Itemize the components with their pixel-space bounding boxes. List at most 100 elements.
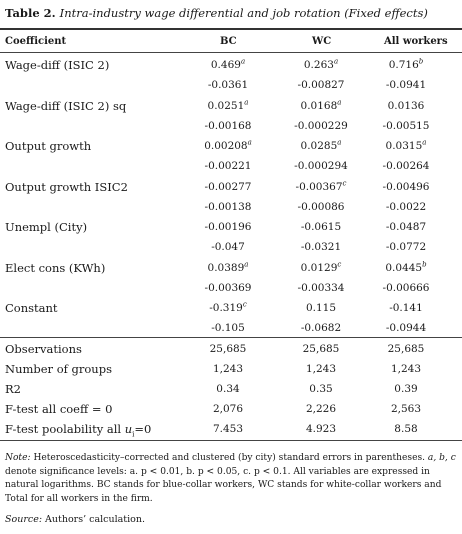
std-error-wc: -0.00086 bbox=[297, 201, 345, 213]
statistic-wc: 25,685 bbox=[302, 343, 340, 355]
estimate-bc: 0.0251a bbox=[188, 98, 268, 112]
estimate-value: 0.0251 bbox=[207, 100, 245, 112]
std-error-bc: -0.00168 bbox=[204, 120, 252, 132]
std-error-all: -0.00515 bbox=[382, 120, 430, 132]
coefficient-name: Output growth ISIC2 bbox=[5, 180, 128, 194]
std-error-all: -0.00264 bbox=[382, 160, 430, 172]
std-error-all: -0.0022 bbox=[385, 201, 427, 213]
significance-marker: a bbox=[422, 138, 427, 147]
note-sig-letters: a, b, c bbox=[427, 453, 456, 463]
source-label: Source: bbox=[5, 514, 43, 525]
estimate-wc: 0.0285a bbox=[281, 138, 361, 152]
coefficient-name: Elect cons (KWh) bbox=[5, 261, 106, 275]
statistic-name-prefix: F-test poolability all bbox=[5, 422, 125, 436]
std-error-bc: -0.047 bbox=[211, 241, 245, 253]
significance-marker: c bbox=[342, 179, 347, 188]
estimate-wc: 0.0129c bbox=[281, 260, 361, 274]
statistic-name-subscript: i bbox=[132, 430, 135, 439]
coefficient-name: Constant bbox=[5, 301, 58, 315]
estimate-value: 0.0129 bbox=[300, 262, 338, 274]
estimate-bc: 0.0389a bbox=[188, 260, 268, 274]
statistic-name: F-test poolability all ui=0 bbox=[5, 422, 151, 438]
estimate-bc: -0.319c bbox=[188, 301, 268, 314]
estimate-value: 0.00208 bbox=[204, 140, 248, 152]
coefficient-name: Wage-diff (ISIC 2) bbox=[5, 58, 110, 72]
coefficient-name: Unempl (City) bbox=[5, 220, 88, 234]
statistic-name: F-test all coeff = 0 bbox=[5, 402, 113, 416]
statistic-name: R2 bbox=[5, 382, 21, 396]
estimate-bc: -0.00196 bbox=[188, 221, 268, 233]
estimate-value: 0.0315 bbox=[385, 140, 423, 152]
statistic-bc: 7.453 bbox=[212, 423, 244, 435]
std-error-wc: -0.0321 bbox=[300, 241, 342, 253]
statistic-name: Number of groups bbox=[5, 362, 112, 376]
table-source: Source: Authors’ calculation. bbox=[5, 514, 145, 525]
estimate-all: -0.141 bbox=[366, 302, 446, 314]
statistic-bc: 0.34 bbox=[216, 383, 240, 395]
estimate-value: -0.00367 bbox=[295, 181, 343, 193]
estimate-all: 0.0136 bbox=[366, 100, 446, 112]
significance-marker: b bbox=[422, 260, 427, 269]
std-error-bc: -0.0361 bbox=[207, 79, 249, 91]
estimate-value: 0.0136 bbox=[387, 100, 425, 112]
header-wc: WC bbox=[312, 36, 332, 47]
estimate-value: 0.716 bbox=[388, 59, 419, 71]
estimate-value: -0.00277 bbox=[204, 181, 252, 193]
std-error-wc: -0.0682 bbox=[300, 322, 342, 334]
statistic-wc: 0.35 bbox=[309, 383, 333, 395]
stats-rule bbox=[0, 337, 462, 338]
header-all: All workers bbox=[384, 36, 448, 47]
table-title: Table 2. Intra-industry wage differentia… bbox=[5, 6, 428, 20]
estimate-all: -0.0487 bbox=[366, 221, 446, 233]
statistic-wc: 4.923 bbox=[305, 423, 337, 435]
statistic-all: 0.39 bbox=[394, 383, 418, 395]
estimate-value: -0.141 bbox=[389, 302, 423, 314]
statistic-bc: 2,076 bbox=[212, 403, 244, 415]
estimate-bc: -0.00277 bbox=[188, 181, 268, 193]
estimate-all: 0.0445b bbox=[366, 260, 446, 274]
estimate-value: -0.319 bbox=[209, 302, 243, 314]
estimate-all: 0.0315a bbox=[366, 138, 446, 152]
note-label: Note: bbox=[5, 453, 31, 463]
header-bc: BC bbox=[220, 36, 237, 47]
std-error-bc: -0.00138 bbox=[204, 201, 252, 213]
significance-marker: a bbox=[244, 260, 249, 269]
estimate-value: 0.263 bbox=[303, 59, 334, 71]
significance-marker: a bbox=[247, 138, 252, 147]
significance-marker: a bbox=[337, 138, 342, 147]
estimate-value: -0.00496 bbox=[382, 181, 430, 193]
statistic-name-suffix: =0 bbox=[134, 422, 152, 436]
std-error-wc: -0.00334 bbox=[297, 282, 345, 294]
statistic-bc: 25,685 bbox=[209, 343, 247, 355]
std-error-all: -0.00666 bbox=[382, 282, 430, 294]
estimate-wc: -0.00367c bbox=[281, 179, 361, 193]
std-error-wc: -0.000229 bbox=[294, 120, 348, 132]
top-rule bbox=[0, 28, 462, 30]
significance-marker: a bbox=[244, 98, 249, 107]
significance-marker: c bbox=[337, 260, 342, 269]
estimate-value: -0.0487 bbox=[385, 221, 427, 233]
table-caption: Intra-industry wage differential and job… bbox=[59, 6, 428, 20]
table-note: Note: Heteroscedasticity–corrected and c… bbox=[5, 452, 460, 506]
statistic-name: Observations bbox=[5, 342, 82, 356]
note-text: Heteroscedasticity–corrected and cluster… bbox=[30, 453, 428, 463]
std-error-wc: -0.000294 bbox=[294, 160, 348, 172]
estimate-value: 0.469 bbox=[210, 59, 241, 71]
estimate-value: 0.115 bbox=[305, 302, 337, 314]
estimate-bc: 0.00208a bbox=[188, 138, 268, 152]
statistic-wc: 1,243 bbox=[305, 363, 337, 375]
bottom-rule bbox=[0, 440, 462, 441]
estimate-value: 0.0168 bbox=[300, 100, 338, 112]
estimate-value: -0.00196 bbox=[204, 221, 252, 233]
note-text-2: denote significance levels: a. p < 0.01,… bbox=[5, 466, 442, 504]
estimate-value: 0.0389 bbox=[207, 262, 245, 274]
statistic-all: 2,563 bbox=[390, 403, 422, 415]
coefficient-name: Output growth bbox=[5, 139, 92, 153]
estimate-wc: 0.115 bbox=[281, 302, 361, 314]
significance-marker: a bbox=[333, 57, 339, 66]
std-error-bc: -0.00369 bbox=[204, 282, 252, 294]
source-text: Authors’ calculation. bbox=[42, 514, 146, 525]
estimate-bc: 0.469a bbox=[188, 58, 268, 71]
estimate-value: 0.0285 bbox=[300, 140, 338, 152]
header-coefficient: Coefficient bbox=[5, 36, 67, 47]
